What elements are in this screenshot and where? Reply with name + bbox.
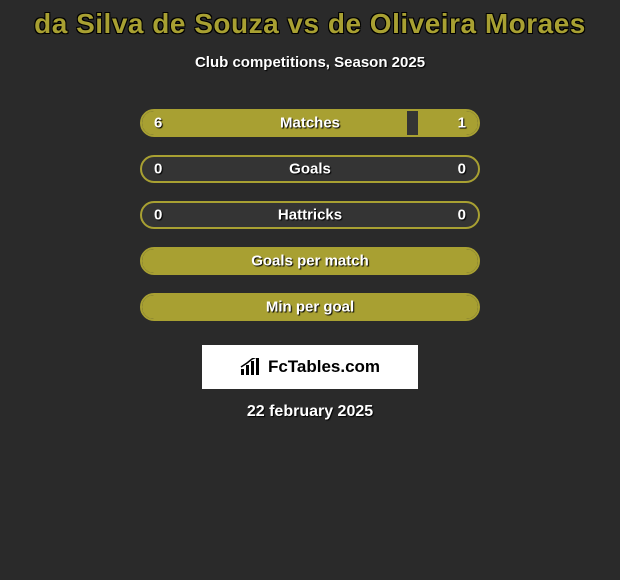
comparison-infographic: da Silva de Souza vs de Oliveira Moraes … (0, 0, 620, 421)
stat-value-right: 0 (458, 207, 466, 224)
stat-row: Min per goal (140, 293, 480, 321)
bar-left-fill (142, 111, 407, 135)
stat-value-left: 0 (154, 161, 162, 178)
stat-value-right: 0 (458, 161, 466, 178)
stat-value-right: 1 (458, 115, 466, 132)
source-badge: FcTables.com (202, 345, 418, 389)
chart-icon (240, 358, 262, 376)
stat-label: Goals per match (251, 253, 369, 270)
stat-label: Hattricks (278, 207, 342, 224)
stat-bar: Hattricks 0 0 (140, 201, 480, 229)
stat-value-left: 6 (154, 115, 162, 132)
stat-row: Matches 6 1 (140, 109, 480, 137)
stat-label: Matches (280, 115, 340, 132)
stat-bar: Goals per match (140, 247, 480, 275)
page-title: da Silva de Souza vs de Oliveira Moraes (34, 8, 586, 40)
stat-label: Min per goal (266, 299, 354, 316)
stat-bar: Goals 0 0 (140, 155, 480, 183)
stat-bar: Matches 6 1 (140, 109, 480, 137)
stat-label: Goals (289, 161, 331, 178)
stat-rows: Matches 6 1 Goals 0 0 Hattricks 0 0 Goals per mat… (140, 109, 480, 339)
stat-row: Goals 0 0 (140, 155, 480, 183)
stat-value-left: 0 (154, 207, 162, 224)
subtitle: Club competitions, Season 2025 (195, 54, 425, 71)
badge-text: FcTables.com (268, 357, 380, 377)
stat-bar: Min per goal (140, 293, 480, 321)
bar-right-fill (418, 111, 478, 135)
date-text: 22 february 2025 (247, 403, 373, 421)
stat-row: Goals per match (140, 247, 480, 275)
stat-row: Hattricks 0 0 (140, 201, 480, 229)
